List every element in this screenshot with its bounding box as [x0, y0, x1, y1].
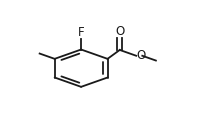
Text: O: O	[137, 49, 146, 62]
Text: F: F	[78, 26, 84, 39]
Text: O: O	[115, 25, 124, 38]
